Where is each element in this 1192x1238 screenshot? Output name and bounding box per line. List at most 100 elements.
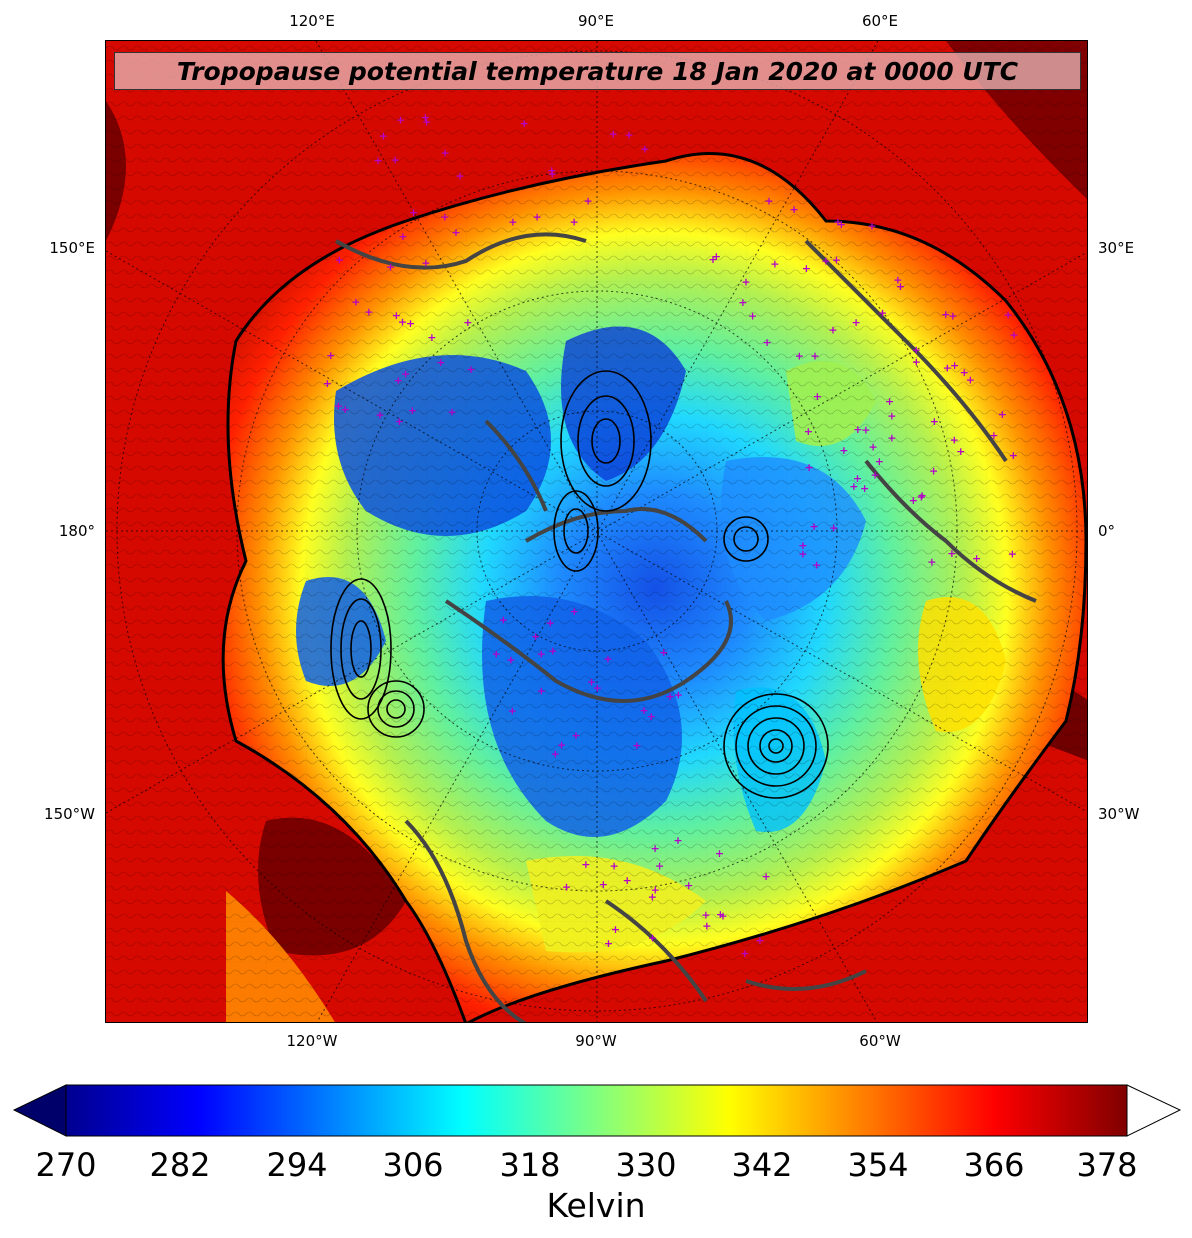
station-marker: + (323, 377, 332, 390)
station-marker: + (804, 461, 813, 474)
station-marker: + (463, 316, 472, 329)
station-marker: + (386, 261, 395, 274)
colorbar-tick: 282 (149, 1146, 211, 1184)
right-label-30w: 30°W (1098, 805, 1140, 823)
station-marker: + (770, 258, 779, 271)
station-marker: + (583, 195, 592, 208)
station-marker: + (748, 309, 757, 322)
station-marker: + (531, 630, 540, 643)
station-marker: + (1009, 449, 1018, 462)
station-marker: + (972, 552, 981, 565)
station-marker: + (508, 704, 517, 717)
station-marker: + (466, 363, 475, 376)
station-marker: + (537, 685, 546, 698)
station-marker: + (379, 130, 388, 143)
station-marker: + (520, 117, 529, 130)
right-label-0: 0° (1098, 522, 1116, 540)
station-marker: + (421, 111, 430, 124)
station-marker: + (571, 729, 580, 742)
station-marker: + (998, 408, 1007, 421)
station-marker: + (659, 646, 668, 659)
station-marker: + (885, 395, 894, 408)
top-label-90e: 90°E (577, 12, 615, 30)
tropopause-theta-map: + + + + + + + + + + + + + + + + + + + + + + + + + + + + + + + + + + + + + + + +… (106, 41, 1087, 1022)
station-marker: + (648, 932, 657, 945)
colorbar-over-arrow (1126, 1084, 1182, 1137)
station-marker: + (837, 218, 846, 231)
cyclone-contours (330, 370, 829, 799)
station-marker: + (436, 356, 445, 369)
station-marker: + (651, 884, 660, 897)
station-marker: + (930, 415, 939, 428)
title-box: Tropopause potential temperature 18 Jan … (114, 52, 1081, 90)
station-marker: + (810, 349, 819, 362)
colorbar-tick: 378 (1076, 1146, 1138, 1184)
station-marker: + (409, 206, 418, 219)
station-marker: + (989, 429, 998, 442)
station-marker: + (593, 682, 602, 695)
station-marker: + (341, 403, 350, 416)
station-marker: + (849, 480, 858, 493)
station-marker: + (334, 400, 343, 413)
station-marker: + (912, 343, 921, 356)
station-marker: + (451, 226, 460, 239)
station-marker: + (839, 444, 848, 457)
station-marker: + (943, 361, 952, 374)
station-marker: + (708, 253, 717, 266)
station-marker: + (532, 211, 541, 224)
station-marker: + (738, 296, 747, 309)
station-marker: + (947, 547, 956, 560)
station-marker: + (587, 675, 596, 688)
station-marker: + (655, 859, 664, 872)
station-marker: + (447, 406, 456, 419)
station-marker: + (795, 350, 804, 363)
station-marker: + (875, 455, 884, 468)
station-marker: + (506, 653, 515, 666)
map-panel: + + + + + + + + + + + + + + + + + + + + + + + + + + + + + + + + + + + + + + + +… (105, 40, 1088, 1023)
station-marker: + (455, 170, 464, 183)
station-marker: + (335, 253, 344, 266)
station-marker: + (351, 296, 360, 309)
station-marker: + (878, 307, 887, 320)
station-marker: + (440, 211, 449, 224)
station-marker: + (398, 316, 407, 329)
station-marker: + (581, 858, 590, 871)
station-marker: + (684, 879, 693, 892)
left-label-150w: 150°W (44, 805, 95, 823)
station-marker: + (401, 368, 410, 381)
station-marker: + (762, 336, 771, 349)
station-marker: + (741, 275, 750, 288)
colorbar-tick: 342 (731, 1146, 793, 1184)
station-marker: + (960, 366, 969, 379)
station-marker: + (1003, 309, 1012, 322)
left-label-150e: 150°E (49, 239, 95, 257)
top-label-60e: 60°E (861, 12, 899, 30)
station-marker: + (492, 647, 501, 660)
station-marker: + (609, 127, 618, 140)
station-marker: + (427, 331, 436, 344)
station-marker: + (562, 881, 571, 894)
station-marker: + (408, 404, 417, 417)
station-marker: + (868, 441, 877, 454)
station-marker: + (603, 653, 612, 666)
station-marker: + (499, 614, 508, 627)
station-marker: + (391, 154, 400, 167)
station-marker: + (887, 432, 896, 445)
bottom-label-120w: 120°W (286, 1032, 338, 1050)
map-title: Tropopause potential temperature 18 Jan … (176, 56, 1019, 86)
station-marker: + (650, 842, 659, 855)
right-label-30e: 30°E (1098, 239, 1135, 257)
station-marker: + (833, 216, 842, 229)
station-marker: + (674, 689, 683, 702)
station-marker: + (398, 230, 407, 243)
station-marker: + (422, 116, 431, 129)
colorbar-body (65, 1084, 1128, 1137)
station-marker: + (569, 215, 578, 228)
station-marker: + (896, 280, 905, 293)
station-marker: + (764, 195, 773, 208)
station-marker: + (851, 316, 860, 329)
colorbar (12, 1084, 1182, 1137)
station-marker: + (966, 374, 975, 387)
station-marker: + (789, 203, 798, 216)
station-marker: + (702, 920, 711, 933)
